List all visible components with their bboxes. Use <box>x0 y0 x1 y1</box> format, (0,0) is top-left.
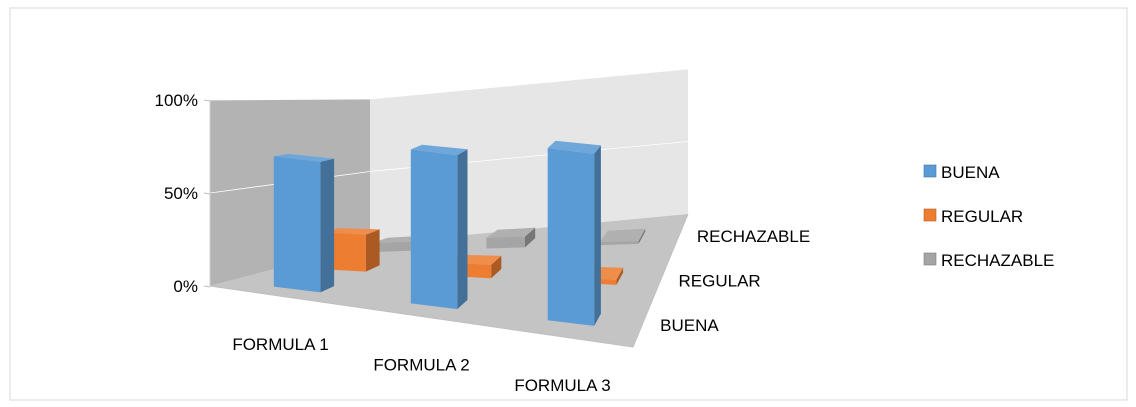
gridline <box>209 68 689 101</box>
legend-swatch <box>923 252 937 266</box>
depth-label: REGULAR <box>679 272 761 291</box>
category-label: FORMULA 1 <box>232 335 328 354</box>
chart-bars <box>273 140 646 326</box>
bar-rechazable-formula-2 <box>486 227 536 249</box>
bar-buena-formula-3 <box>547 140 601 326</box>
legend-swatch <box>923 208 937 222</box>
bar-buena-formula-1 <box>273 153 335 293</box>
depth-label: RECHAZABLE <box>697 227 810 246</box>
depth-label: BUENA <box>660 316 719 335</box>
legend-swatch <box>923 164 937 178</box>
legend-item-regular: REGULAR <box>923 207 1023 226</box>
y-tick-mark <box>203 285 211 288</box>
chart-legend: BUENA REGULAR RECHAZABLE <box>923 163 1054 270</box>
category-label: FORMULA 3 <box>514 376 610 395</box>
y-tick-mark <box>203 99 211 102</box>
bar-rechazable-formula-3 <box>600 228 646 246</box>
chart-labels: 0% 50% 100% FORMULA 1 FORMULA 2 FORMULA 3 BUEN… <box>155 91 811 395</box>
y-tick-label: 100% <box>155 91 198 110</box>
legend-label: RECHAZABLE <box>941 251 1054 270</box>
y-tick-mark <box>203 192 211 195</box>
legend-item-rechazable: RECHAZABLE <box>923 251 1054 270</box>
legend-item-buena: BUENA <box>923 163 1000 182</box>
y-tick-label: 50% <box>164 184 198 203</box>
y-tick-label: 0% <box>173 277 198 296</box>
legend-label: REGULAR <box>941 207 1023 226</box>
category-axis <box>209 285 634 348</box>
legend-label: BUENA <box>941 163 1000 182</box>
depth-axis <box>632 213 689 348</box>
category-label: FORMULA 2 <box>373 356 469 375</box>
bar-buena-formula-2 <box>410 144 468 310</box>
